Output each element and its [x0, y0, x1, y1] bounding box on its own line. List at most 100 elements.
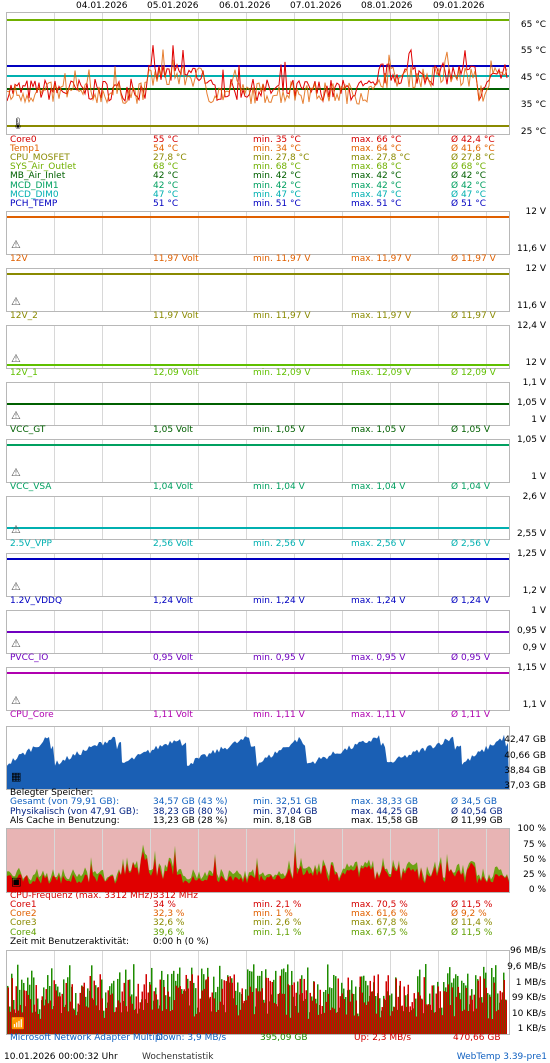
legend-min: min. 42 °C [253, 180, 301, 191]
net-down-bar [275, 970, 277, 1034]
warning-icon: ⚠ [11, 580, 21, 593]
net-up-bar [271, 981, 273, 1034]
net-up-bar [199, 998, 201, 1034]
legend-cur: 32,3 % [153, 909, 185, 920]
net-up-bar [433, 1012, 435, 1034]
net-down-bar [237, 982, 239, 1034]
legend-min: min. 1,05 V [253, 425, 305, 435]
net-up-bar [491, 1018, 493, 1034]
net-up-bar [389, 1015, 391, 1034]
net-down-bar [297, 981, 299, 1034]
axis-label: 1 V [531, 415, 546, 425]
net-up-bar [119, 1002, 121, 1034]
net-up-bar [329, 1010, 331, 1034]
net-down-bar [63, 979, 65, 1034]
legend-min: min. 27,8 °C [253, 153, 310, 164]
legend-name: Core0 [10, 135, 37, 145]
net-down-bar [161, 970, 163, 1034]
net-up-bar [15, 986, 17, 1034]
net-up-bar [235, 1005, 237, 1034]
legend-max: max. 38,33 GB [351, 797, 419, 807]
net-up-bar [473, 994, 475, 1034]
net-down-bar [335, 976, 337, 1034]
net-down-bar [461, 980, 463, 1034]
net-up-bar [449, 1005, 451, 1034]
legend-name: Als Cache in Benutzung: [10, 816, 120, 826]
legend-name: Temp1 [10, 144, 40, 155]
net-up-bar [29, 999, 31, 1034]
axis-label: 65 °C [520, 20, 546, 30]
sys-air-outlet-line [7, 19, 509, 21]
axis-label: 12 V [525, 207, 546, 217]
version-label[interactable]: WebTemp 3.39-pre1 [456, 1052, 547, 1062]
weekly-stats-link[interactable]: Wochenstatistik [142, 1052, 214, 1062]
net-up-bar [255, 988, 257, 1034]
axis-label: 25 % [523, 870, 546, 880]
axis-label: 11,6 V [516, 244, 546, 254]
legend-cur: 42 °C [153, 171, 179, 182]
net-up-bar [359, 976, 361, 1034]
legend-cur: 2,56 Volt [153, 539, 193, 549]
net-up-bar [233, 974, 235, 1034]
axis-label: 0 % [528, 885, 546, 895]
net-up-bar [241, 988, 243, 1034]
legend-min: min. 51 °C [253, 198, 301, 209]
legend-avg: Ø 2,56 V [451, 539, 491, 549]
net-up-bar [51, 1009, 53, 1034]
voltage-line [7, 558, 509, 560]
legend-avg: Ø 42 °C [451, 180, 487, 191]
legend-avg: Ø 11,5 % [451, 927, 493, 938]
net-up-bar [135, 996, 137, 1034]
warning-icon: ⚠ [11, 466, 21, 479]
net-down-bar [151, 967, 153, 1034]
net-up-bar [353, 1015, 355, 1034]
network-chart: 📶 [6, 950, 510, 1035]
voltage-line [7, 672, 509, 674]
net-up-bar [41, 996, 43, 1034]
net-up-bar [347, 977, 349, 1034]
net-up-bar [297, 1012, 299, 1034]
axis-label: 1,05 V [516, 435, 546, 445]
legend-cur: 68 °C [153, 162, 179, 173]
axis-label: 10 KB/s [511, 1009, 546, 1019]
net-down-bar [491, 967, 493, 1034]
legend-cur: 39,6 % [153, 927, 185, 938]
net-up-bar [213, 998, 215, 1034]
net-up-bar [501, 992, 503, 1034]
mcd-dim0-line [7, 75, 509, 77]
net-up-bar [369, 980, 371, 1034]
net-down-bar [379, 998, 381, 1034]
net-up-bar [351, 993, 353, 1034]
net-up-bar [295, 992, 297, 1034]
net-up-bar [173, 1000, 175, 1034]
net-down-bar [463, 982, 465, 1034]
net-up-bar [229, 976, 231, 1034]
net-up-bar [111, 993, 113, 1034]
legend-max: max. 47 °C [351, 189, 402, 200]
legend-name: PCH_TEMP [10, 198, 58, 209]
legend-cur: 38,23 GB (80 %) [153, 806, 228, 817]
net-down-bar [433, 985, 435, 1034]
axis-label: 11,6 V [516, 301, 546, 311]
net-up-bar [75, 1015, 77, 1034]
legend-avg: Ø 11,4 % [451, 918, 493, 929]
net-up-bar [281, 993, 283, 1034]
legend-min: min. 32,51 GB [253, 797, 318, 807]
legend-max: max. 1,11 V [351, 710, 406, 720]
warning-icon: ⚠ [11, 694, 21, 707]
axis-label: 55 °C [520, 46, 546, 56]
net-up-bar [405, 1006, 407, 1034]
warning-icon: ⚠ [11, 637, 21, 650]
axis-label: 12 V [525, 358, 546, 368]
net-up-bar [239, 1009, 241, 1034]
voltage-chart: ⚠ [6, 211, 510, 255]
net-up-bar [385, 981, 387, 1034]
net-down-bar [467, 973, 469, 1034]
net-up-bar [25, 990, 27, 1034]
net-up-bar [27, 994, 29, 1034]
axis-label: 37,03 GB [504, 781, 546, 791]
net-up-bar [401, 1005, 403, 1034]
net-up-bar [115, 1007, 117, 1034]
axis-label: 50 % [523, 855, 546, 865]
net-up-bar [39, 1018, 41, 1034]
